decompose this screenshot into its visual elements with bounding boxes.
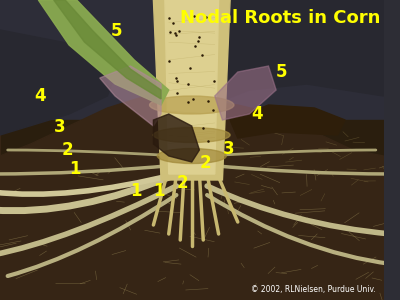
Bar — [0, 120, 384, 300]
Text: 4: 4 — [34, 87, 46, 105]
Text: 1: 1 — [130, 182, 142, 200]
Text: 5: 5 — [276, 63, 288, 81]
Text: 2: 2 — [199, 154, 211, 172]
Polygon shape — [154, 114, 200, 162]
Text: 1: 1 — [69, 160, 80, 178]
Text: 2: 2 — [176, 174, 188, 192]
Polygon shape — [165, 0, 219, 174]
Text: Nodal Roots in Corn: Nodal Roots in Corn — [180, 9, 380, 27]
Ellipse shape — [150, 96, 234, 114]
Text: 5: 5 — [111, 22, 123, 40]
Polygon shape — [0, 30, 115, 135]
Polygon shape — [230, 105, 345, 138]
Polygon shape — [54, 0, 161, 99]
Text: 2: 2 — [61, 141, 73, 159]
Bar — [0, 0, 384, 135]
Text: 1: 1 — [154, 182, 165, 200]
Polygon shape — [0, 96, 384, 300]
Text: 3: 3 — [222, 140, 234, 158]
Polygon shape — [100, 66, 161, 126]
Polygon shape — [215, 66, 276, 120]
Text: 4: 4 — [251, 105, 263, 123]
Ellipse shape — [157, 148, 226, 164]
Polygon shape — [154, 0, 230, 180]
Text: 3: 3 — [54, 118, 65, 136]
Text: © 2002, RLNielsen, Purdue Univ.: © 2002, RLNielsen, Purdue Univ. — [251, 285, 376, 294]
Ellipse shape — [154, 128, 230, 142]
Polygon shape — [38, 0, 169, 105]
Polygon shape — [211, 0, 384, 105]
